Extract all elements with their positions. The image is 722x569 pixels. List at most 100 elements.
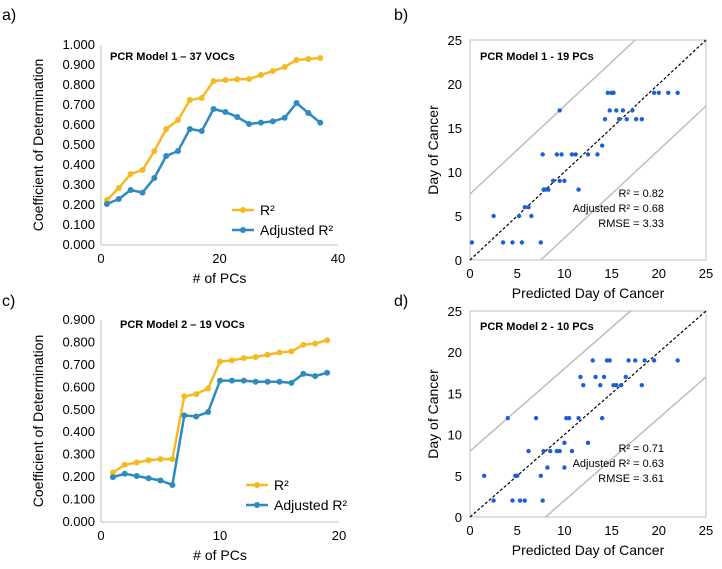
x-axis-label: # of PCs	[193, 547, 247, 563]
stat-adjusted-r2: Adjusted R² = 0.68	[573, 203, 664, 215]
panel-label-b: b)	[394, 7, 408, 24]
data-point	[538, 473, 543, 478]
data-point	[169, 481, 176, 488]
data-point	[288, 379, 295, 386]
panel-label-c: c)	[2, 293, 15, 310]
data-point	[573, 152, 578, 157]
identity-line	[469, 310, 707, 518]
data-point	[240, 355, 247, 362]
chart-a-r2-vs-pcs: 0.000 0.100 0.200 0.300 0.400 0.500 0.600 0.700…	[30, 37, 345, 286]
x-tick-label: 20	[652, 266, 666, 281]
legend-label: R²	[260, 202, 275, 218]
data-point	[491, 498, 496, 503]
data-point	[541, 448, 546, 454]
data-point	[505, 415, 510, 421]
data-point	[526, 205, 531, 210]
data-point	[614, 108, 619, 113]
data-point	[169, 456, 176, 463]
data-point	[228, 377, 235, 384]
data-point	[210, 106, 217, 112]
data-point	[546, 187, 551, 192]
data-point	[633, 117, 639, 122]
y-axis-label: Coefficient of Determination	[30, 59, 46, 232]
data-point	[217, 358, 223, 365]
upper-bound-line	[469, 39, 636, 195]
upper-bound-line	[469, 310, 631, 452]
data-point	[324, 369, 331, 376]
chart-d-scatter: 00 5 5 10 10 15 15 20 20 25 25 Predicted Day of Can…	[425, 304, 713, 558]
y-tick-label: 0.200	[62, 469, 95, 484]
y-tick-label: 25	[448, 304, 462, 319]
y-tick-label: 0.100	[62, 217, 95, 232]
data-point	[234, 76, 241, 83]
data-point	[181, 412, 188, 419]
data-point	[145, 457, 152, 464]
data-point	[576, 415, 581, 421]
panel-label-d: d)	[394, 293, 408, 310]
data-point	[312, 373, 319, 380]
data-point	[557, 178, 562, 183]
data-point	[557, 448, 562, 454]
x-tick-label: 20	[212, 251, 226, 266]
data-point	[193, 413, 200, 420]
data-point	[559, 152, 564, 157]
data-point	[281, 64, 288, 70]
data-point	[300, 341, 307, 348]
data-point	[157, 456, 164, 463]
stat-r2: R² = 0.71	[618, 443, 664, 455]
data-point	[181, 393, 188, 400]
data-point	[121, 461, 128, 468]
data-point	[526, 448, 531, 454]
data-point	[139, 167, 146, 173]
y-tick-label: 0.400	[62, 424, 95, 439]
data-point	[246, 121, 253, 127]
data-point	[611, 90, 616, 96]
data-point	[593, 374, 598, 380]
y-tick-label: 0	[455, 253, 462, 268]
y-tick-label: 0.300	[62, 177, 95, 192]
stat-rmse: RMSE = 3.61	[598, 473, 664, 485]
y-tick-label: 0.600	[62, 379, 95, 394]
x-tick-label: 5	[514, 266, 521, 281]
data-point	[198, 95, 205, 101]
data-point	[666, 90, 671, 96]
data-point	[257, 119, 264, 126]
y-tick-label: 0.800	[62, 77, 95, 92]
data-point	[602, 117, 608, 122]
data-point	[210, 78, 217, 84]
x-tick-label: 25	[699, 266, 713, 281]
data-point	[109, 469, 116, 476]
chart-c-r2-vs-pcs: 0.000 0.100 0.200 0.300 0.400 0.500 0.600 0.700…	[30, 312, 347, 563]
data-point	[548, 448, 553, 454]
data-point	[228, 357, 235, 364]
data-point	[500, 240, 506, 245]
data-point	[590, 358, 595, 363]
plot-frame	[469, 39, 707, 261]
data-point	[175, 117, 182, 123]
data-point	[133, 472, 140, 479]
data-point	[624, 117, 629, 122]
y-axis-label: Day of Cancer	[425, 369, 441, 459]
data-point	[581, 382, 586, 388]
y-tick-label: 5	[455, 209, 462, 224]
data-point	[651, 358, 657, 363]
chart-title: PCR Model 1 – 37 VOCs	[110, 51, 235, 63]
data-point	[616, 117, 622, 122]
data-point	[186, 126, 193, 132]
data-point	[510, 240, 515, 245]
data-point	[598, 382, 603, 388]
data-point	[607, 108, 612, 113]
x-tick-label: 10	[557, 523, 571, 538]
data-point	[566, 415, 572, 421]
x-tick-label: 10	[557, 266, 571, 281]
data-point	[133, 459, 140, 466]
data-point	[264, 351, 271, 358]
data-point	[585, 152, 591, 157]
data-point	[540, 498, 545, 503]
x-tick-label: 15	[604, 523, 618, 538]
data-point	[222, 109, 229, 115]
data-point	[675, 90, 680, 96]
series-line-adjusted-r2	[106, 101, 322, 206]
data-point	[569, 152, 575, 157]
data-point	[599, 415, 605, 421]
